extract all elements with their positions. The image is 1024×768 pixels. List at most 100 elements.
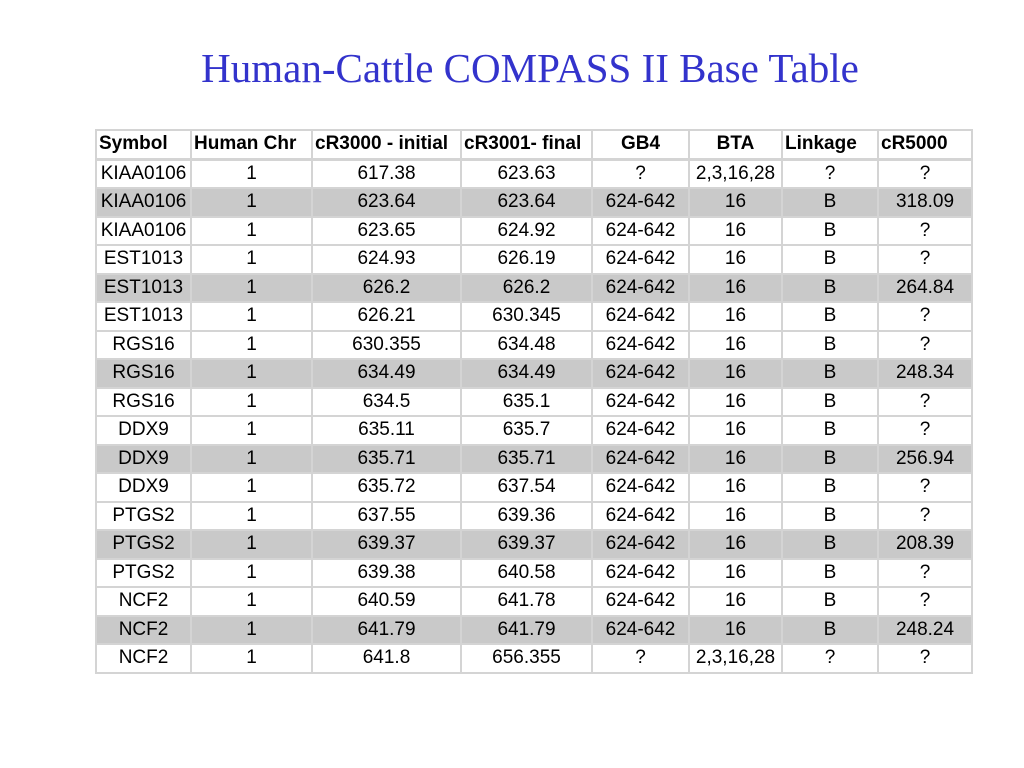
cell-cr3000-initial: 623.64 <box>311 187 462 218</box>
cell-cr3000-initial: 624.93 <box>311 244 462 275</box>
cell-human-chr: 1 <box>190 643 313 674</box>
cell-cr3000-initial: 617.38 <box>311 158 462 189</box>
cell-cr3000-initial: 634.49 <box>311 358 462 389</box>
cell-gb4: 624-642 <box>591 443 690 474</box>
table-row: RGS16 1 634.5 635.1 624-642 16 B? <box>95 386 973 417</box>
cell-cr3001-final: 641.78 <box>460 586 593 617</box>
cell-symbol: PTGS2 <box>95 529 192 560</box>
cell-cr3000-initial: 635.11 <box>311 415 462 446</box>
cell-symbol: EST1013 <box>95 244 192 275</box>
table-row: PTGS2 1 637.55 639.36 624-642 16 B? <box>95 500 973 531</box>
cell-human-chr: 1 <box>190 187 313 218</box>
cell-linkage: B <box>781 386 879 417</box>
cell-gb4: 624-642 <box>591 557 690 588</box>
cell-cr3000-initial: 626.21 <box>311 301 462 332</box>
cell-human-chr: 1 <box>190 557 313 588</box>
cell-cr5000: ? <box>877 415 973 446</box>
cell-cr5000: ? <box>877 500 973 531</box>
cell-gb4: 624-642 <box>591 415 690 446</box>
cell-cr3001-final: 626.2 <box>460 272 593 303</box>
cell-cr3000-initial: 630.355 <box>311 329 462 360</box>
cell-cr3000-initial: 640.59 <box>311 586 462 617</box>
cell-gb4: 624-642 <box>591 329 690 360</box>
cell-gb4: 624-642 <box>591 500 690 531</box>
cell-gb4: 624-642 <box>591 187 690 218</box>
cell-cr5000: ? <box>877 329 973 360</box>
cell-linkage: B <box>781 415 879 446</box>
cell-cr5000: ? <box>877 215 973 246</box>
cell-bta: 16 <box>688 272 783 303</box>
cell-cr3001-final: 634.48 <box>460 329 593 360</box>
table-row: NCF2 1 641.8 656.355? 2,3,16,28?? <box>95 643 973 674</box>
cell-symbol: KIAA0106 <box>95 187 192 218</box>
cell-bta: 2,3,16,28 <box>688 158 783 189</box>
column-header-cr3000-initial: cR3000 - initial <box>311 129 462 161</box>
cell-human-chr: 1 <box>190 415 313 446</box>
cell-symbol: RGS16 <box>95 386 192 417</box>
table-body: KIAA0106 1 617.38 623.63? 2,3,16,28?? KIAA010… <box>95 158 973 674</box>
cell-cr5000: ? <box>877 557 973 588</box>
cell-cr3001-final: 640.58 <box>460 557 593 588</box>
cell-linkage: B <box>781 329 879 360</box>
table-row: RGS16 1 634.49 634.49 624-642 16 B 248.34 <box>95 358 973 389</box>
cell-symbol: NCF2 <box>95 614 192 645</box>
cell-human-chr: 1 <box>190 329 313 360</box>
cell-cr5000: 248.24 <box>877 614 973 645</box>
cell-cr3000-initial: 635.71 <box>311 443 462 474</box>
column-header-cr5000: cR5000 <box>877 129 973 161</box>
cell-symbol: DDX9 <box>95 415 192 446</box>
cell-cr5000: ? <box>877 386 973 417</box>
cell-linkage: B <box>781 358 879 389</box>
cell-human-chr: 1 <box>190 472 313 503</box>
cell-cr3000-initial: 641.79 <box>311 614 462 645</box>
cell-cr3000-initial: 639.38 <box>311 557 462 588</box>
cell-linkage: B <box>781 529 879 560</box>
column-header-symbol: Symbol <box>95 129 192 161</box>
cell-bta: 16 <box>688 301 783 332</box>
cell-symbol: NCF2 <box>95 586 192 617</box>
cell-cr3001-final: 635.1 <box>460 386 593 417</box>
column-header-gb4: GB4 <box>591 129 690 161</box>
table-row: NCF2 1 641.79 641.79 624-642 16 B 248.24 <box>95 614 973 645</box>
cell-symbol: NCF2 <box>95 643 192 674</box>
cell-cr5000: 256.94 <box>877 443 973 474</box>
cell-cr3001-final: 624.92 <box>460 215 593 246</box>
cell-cr5000: 264.84 <box>877 272 973 303</box>
cell-cr5000: 248.34 <box>877 358 973 389</box>
cell-cr3001-final: 641.79 <box>460 614 593 645</box>
cell-human-chr: 1 <box>190 158 313 189</box>
cell-bta: 16 <box>688 386 783 417</box>
column-header-bta: BTA <box>688 129 783 161</box>
cell-gb4: 624-642 <box>591 301 690 332</box>
cell-symbol: KIAA0106 <box>95 215 192 246</box>
cell-symbol: RGS16 <box>95 329 192 360</box>
cell-gb4: 624-642 <box>591 272 690 303</box>
cell-bta: 16 <box>688 614 783 645</box>
cell-cr3001-final: 623.63 <box>460 158 593 189</box>
cell-cr3001-final: 635.71 <box>460 443 593 474</box>
table-header-row: Symbol Human Chr cR3000 - initial cR3001… <box>95 129 973 161</box>
cell-linkage: B <box>781 244 879 275</box>
column-header-human-chr: Human Chr <box>190 129 313 161</box>
cell-human-chr: 1 <box>190 614 313 645</box>
table-row: EST1013 1 624.93 626.19 624-642 16 B? <box>95 244 973 275</box>
cell-cr3001-final: 639.37 <box>460 529 593 560</box>
cell-gb4: 624-642 <box>591 215 690 246</box>
cell-linkage: ? <box>781 158 879 189</box>
cell-linkage: B <box>781 586 879 617</box>
table-row: KIAA0106 1 623.65 624.92 624-642 16 B? <box>95 215 973 246</box>
cell-human-chr: 1 <box>190 586 313 617</box>
cell-bta: 16 <box>688 557 783 588</box>
cell-linkage: B <box>781 500 879 531</box>
table-row: DDX9 1 635.71 635.71 624-642 16 B 256.94 <box>95 443 973 474</box>
cell-bta: 16 <box>688 358 783 389</box>
cell-cr3001-final: 626.19 <box>460 244 593 275</box>
cell-bta: 16 <box>688 215 783 246</box>
cell-cr3000-initial: 641.8 <box>311 643 462 674</box>
table-row: KIAA0106 1 617.38 623.63? 2,3,16,28?? <box>95 158 973 189</box>
cell-gb4: 624-642 <box>591 586 690 617</box>
cell-cr5000: 318.09 <box>877 187 973 218</box>
column-header-linkage: Linkage <box>781 129 879 161</box>
cell-bta: 16 <box>688 187 783 218</box>
page-title: Human-Cattle COMPASS II Base Table <box>201 45 859 91</box>
